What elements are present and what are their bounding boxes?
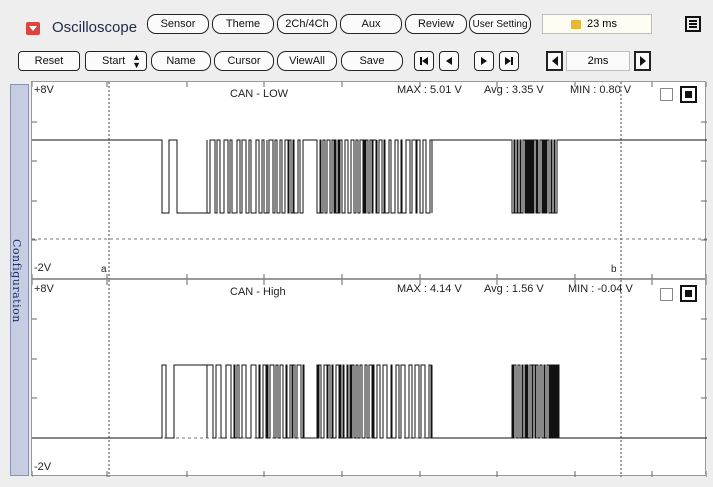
user-setting-button[interactable]: User Setting [469,14,531,34]
channel-panel-can-high: +8V -2V CAN - High MAX : 4.14 V Avg : 1.… [31,279,707,477]
hamburger-menu-icon[interactable] [685,16,701,32]
start-button-label: Start [102,55,126,67]
up-down-arrows-icon: ▲ ▼ [132,52,141,70]
stat-max: MAX : 5.01 V [397,84,462,96]
waveform-trace [32,364,707,439]
skip-first-icon[interactable] [414,51,434,71]
vmax-label: +8V [34,84,54,96]
reset-button[interactable]: Reset [18,51,80,71]
theme-button[interactable]: Theme [212,14,274,34]
channel-mode-button[interactable]: 2Ch/4Ch [277,14,337,34]
channel-name[interactable]: CAN - High [230,286,286,298]
waveform-display-can-high [32,280,707,477]
name-button[interactable]: Name [151,51,211,71]
start-button[interactable]: Start ▲ ▼ [85,51,147,71]
timebase-value: 2ms [566,51,630,71]
dropdown-logo-icon[interactable] [26,22,40,35]
aux-button[interactable]: Aux [340,14,402,34]
skip-last-icon[interactable] [499,51,519,71]
stat-max: MAX : 4.14 V [397,283,462,295]
cursor-button[interactable]: Cursor [214,51,274,71]
save-button[interactable]: Save [341,51,403,71]
app-title: Oscilloscope [52,19,138,36]
configuration-tab[interactable]: Configuration [10,84,29,476]
stat-avg: Avg : 1.56 V [484,283,544,295]
vmin-label: -2V [34,461,52,473]
timebase-decrease-icon[interactable] [546,51,563,71]
stat-min: MIN : -0.04 V [568,283,633,295]
waveform-trace [32,139,707,214]
sensor-button[interactable]: Sensor [147,14,209,34]
timebase-increase-icon[interactable] [634,51,651,71]
cursor-b-label: b [611,264,617,275]
vmin-label: -2V [34,262,52,274]
time-readout-value: 23 ms [587,18,617,30]
channel-enable-toggle[interactable] [680,86,697,103]
review-button[interactable]: Review [405,14,467,34]
stat-avg: Avg : 3.35 V [484,84,544,96]
waveform-display-can-low [32,82,707,280]
vmax-label: +8V [34,283,54,295]
stat-min: MIN : 0.80 V [570,84,632,96]
channel-select-checkbox[interactable] [660,288,673,301]
channel-name[interactable]: CAN - LOW [230,88,289,100]
channel-select-checkbox[interactable] [660,88,673,101]
configuration-label: Configuration [10,239,23,323]
calendar-icon [571,19,581,29]
viewall-button[interactable]: ViewAll [277,51,337,71]
step-forward-icon[interactable] [474,51,494,71]
step-back-icon[interactable] [439,51,459,71]
cursor-a-label: a [101,264,107,275]
time-readout: 23 ms [542,14,652,34]
channel-panel-can-low: +8V -2V CAN - LOW MAX : 5.01 V Avg : 3.3… [31,81,707,280]
channel-enable-toggle[interactable] [680,285,697,302]
